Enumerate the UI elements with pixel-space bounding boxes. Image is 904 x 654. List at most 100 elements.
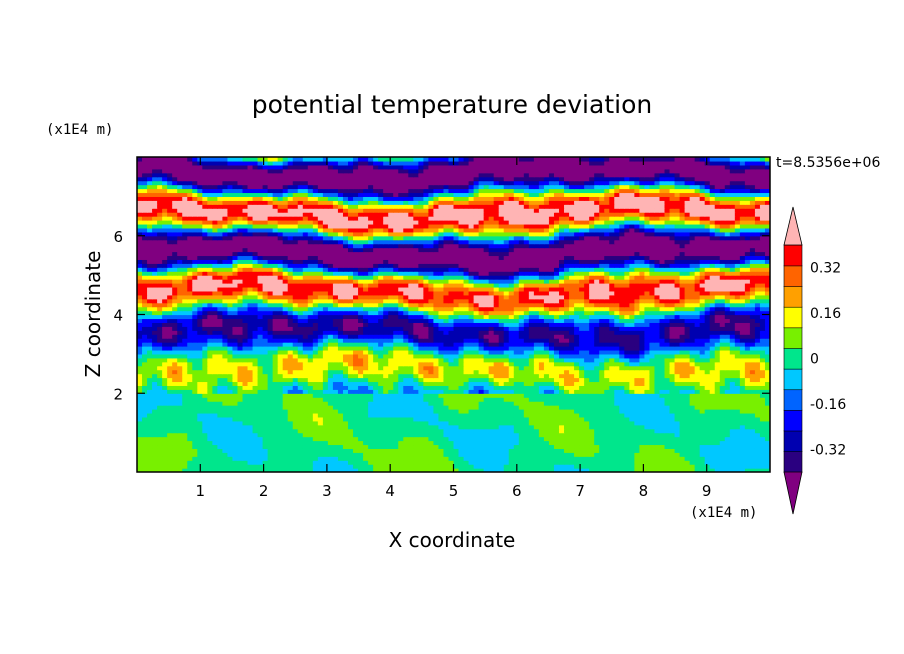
- field-cell: [217, 365, 223, 371]
- field-cell: [232, 389, 239, 394]
- field-cell: [172, 365, 178, 371]
- field-cell: [579, 365, 585, 371]
- field-cell: [599, 405, 605, 410]
- field-cell: [458, 326, 465, 331]
- field-cell: [579, 420, 585, 426]
- field-cell: [207, 365, 213, 371]
- field-cell: [232, 385, 239, 390]
- field-cell: [694, 432, 701, 438]
- field-cell: [182, 452, 188, 457]
- field-cell: [503, 381, 510, 386]
- field-cell: [724, 346, 731, 351]
- field-cell: [493, 401, 500, 406]
- field-cell: [137, 412, 143, 418]
- field-cell: [619, 377, 625, 383]
- field-cell: [503, 405, 510, 410]
- field-cell: [458, 436, 465, 442]
- field-cell: [614, 393, 620, 398]
- field-cell: [172, 448, 178, 453]
- field-cell: [358, 393, 364, 398]
- field-cell: [624, 326, 630, 331]
- field-cell: [604, 397, 610, 402]
- field-cell: [282, 448, 289, 453]
- field-cell: [393, 338, 399, 343]
- field-cell: [212, 401, 218, 406]
- field-cell: [749, 460, 756, 465]
- field-cell: [754, 318, 761, 323]
- field-cell: [754, 444, 761, 449]
- field-cell: [337, 342, 344, 347]
- field-cell: [428, 338, 434, 343]
- field-cell: [142, 444, 148, 449]
- field-cell: [659, 330, 666, 335]
- field-cell: [393, 389, 399, 394]
- field-cell: [257, 428, 264, 434]
- field-cell: [679, 338, 686, 343]
- field-cell: [217, 460, 223, 465]
- field-cell: [669, 409, 676, 414]
- field-cell: [142, 357, 148, 363]
- field-cell: [398, 428, 404, 434]
- field-cell: [443, 468, 450, 472]
- field-cell: [217, 416, 223, 422]
- field-cell: [373, 460, 379, 465]
- field-cell: [247, 365, 254, 371]
- field-cell: [629, 373, 635, 379]
- field-cell: [433, 416, 440, 422]
- field-cell: [137, 448, 143, 453]
- field-cell: [217, 405, 223, 410]
- field-cell: [513, 357, 520, 363]
- field-cell: [302, 326, 309, 331]
- field-cell: [162, 456, 168, 461]
- field-cell: [247, 318, 254, 323]
- field-cell: [559, 468, 565, 472]
- field-cell: [473, 357, 480, 363]
- field-cell: [473, 314, 480, 320]
- field-cell: [327, 460, 334, 465]
- field-cell: [438, 436, 445, 442]
- field-cell: [599, 365, 605, 371]
- field-cell: [493, 405, 500, 410]
- field-cell: [137, 385, 143, 390]
- field-cell: [267, 385, 274, 390]
- field-cell: [739, 389, 746, 394]
- field-cell: [488, 440, 495, 446]
- field-cell: [403, 416, 409, 422]
- field-cell: [468, 397, 475, 402]
- field-cell: [147, 416, 153, 422]
- field-cell: [473, 440, 480, 446]
- field-cell: [759, 424, 766, 430]
- field-cell: [709, 334, 716, 339]
- field-cell: [473, 412, 480, 418]
- field-cell: [654, 353, 661, 359]
- field-cell: [644, 416, 651, 422]
- field-cell: [689, 464, 696, 469]
- field-cell: [523, 405, 530, 410]
- field-cell: [498, 346, 505, 351]
- field-cell: [553, 330, 560, 335]
- field-cell: [378, 412, 384, 418]
- field-cell: [764, 409, 770, 414]
- field-cell: [669, 448, 676, 453]
- field-cell: [523, 444, 530, 449]
- field-cell: [754, 373, 761, 379]
- field-cell: [162, 349, 168, 355]
- field-cell: [197, 365, 203, 371]
- field-cell: [162, 389, 168, 394]
- field-cell: [589, 338, 595, 343]
- field-cell: [332, 401, 339, 406]
- field-cell: [247, 432, 254, 438]
- field-cell: [704, 342, 711, 347]
- field-cell: [378, 357, 384, 363]
- field-cell: [468, 412, 475, 418]
- field-cell: [463, 393, 470, 398]
- field-cell: [564, 397, 570, 402]
- field-cell: [137, 452, 143, 457]
- field-cell: [217, 428, 223, 434]
- field-cell: [639, 369, 645, 375]
- field-cell: [182, 381, 188, 386]
- field-cell: [177, 436, 183, 442]
- field-cell: [368, 397, 374, 402]
- field-cell: [182, 440, 188, 446]
- field-cell: [167, 428, 173, 434]
